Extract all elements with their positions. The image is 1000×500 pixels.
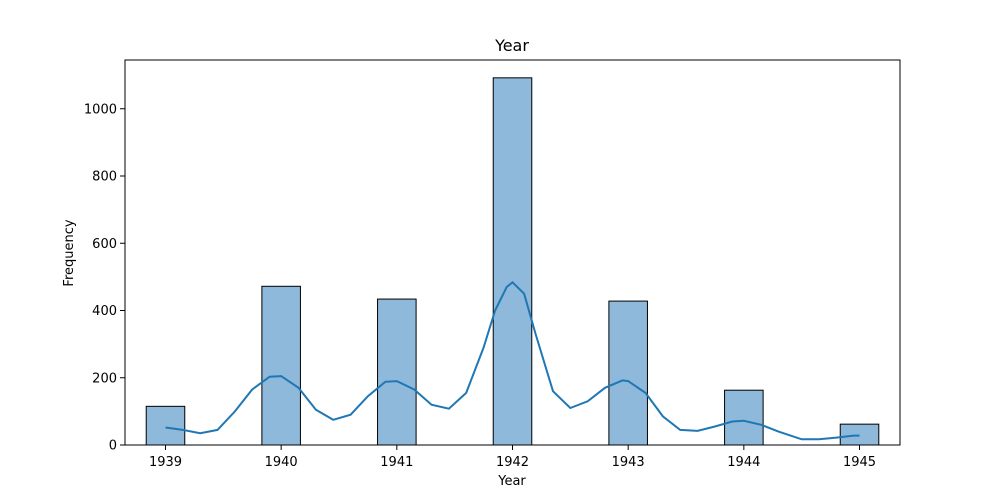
bar-1940 [261, 285, 301, 446]
bar-1943 [608, 300, 648, 446]
bar-1945 [839, 423, 880, 446]
bar-1941 [377, 298, 417, 446]
x-tick-label: 1945 [843, 455, 876, 470]
y-tick-label: 400 [92, 304, 117, 319]
x-tick-label: 1940 [265, 455, 298, 470]
y-tick-label: 1000 [84, 102, 117, 117]
kde-line [165, 280, 860, 441]
bar-1942 [492, 77, 533, 446]
bar-1944 [724, 389, 764, 446]
y-tick-label: 0 [109, 439, 117, 454]
y-axis-ticks: 0 200 400 600 800 1000 [84, 102, 125, 454]
x-axis-label: Year [497, 474, 526, 489]
x-tick-label: 1939 [149, 455, 182, 470]
y-tick-label: 200 [92, 371, 117, 386]
bar-1939 [145, 405, 186, 446]
x-tick-label: 1941 [380, 455, 413, 470]
bars-group [145, 77, 880, 446]
x-axis-ticks: 1939 1940 1941 1942 1943 1944 1945 [149, 445, 876, 470]
y-axis-label: Frequency [62, 219, 77, 286]
y-tick-label: 800 [92, 170, 117, 185]
y-tick-label: 600 [92, 237, 117, 252]
x-tick-label: 1942 [496, 455, 529, 470]
x-tick-label: 1943 [612, 455, 645, 470]
x-tick-label: 1944 [727, 455, 760, 470]
chart-title: Year [494, 36, 529, 55]
